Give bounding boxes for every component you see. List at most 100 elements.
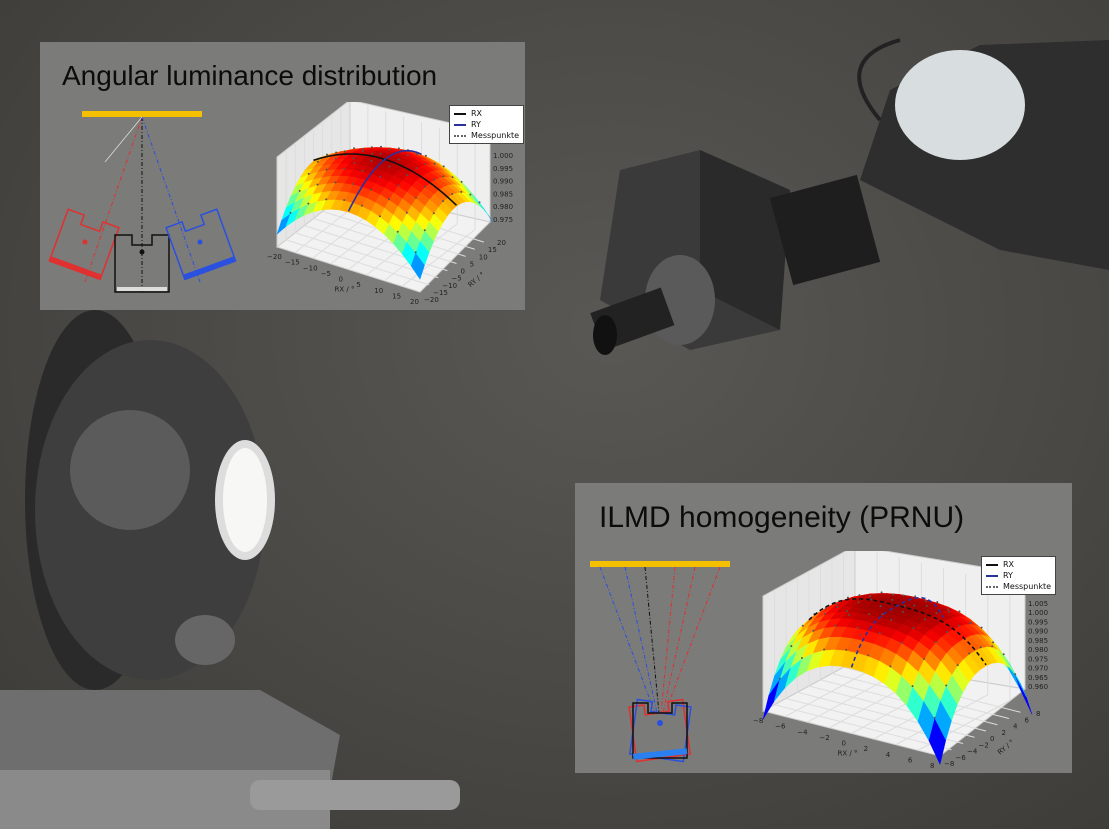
measurement-point [397,158,400,161]
legend: RX RY Messpunkte [981,556,1057,595]
measurement-point [460,190,463,193]
z-tick-label: 1.000 [1028,609,1048,617]
measurement-point [901,610,904,613]
stage [0,690,460,829]
measurement-point [370,159,373,162]
measurement-point [380,145,382,148]
z-tick-label: 0.975 [1028,655,1048,663]
measurement-point [903,604,906,607]
measurement-point [945,684,948,687]
measurement-point [912,627,915,630]
z-tick-label: 0.970 [1028,665,1048,673]
measurement-point [946,631,949,634]
integrating-sphere [25,310,275,690]
x-tick-label: −10 [303,264,318,272]
legend: RX RY Messpunkte [449,105,525,144]
y-tick-label: 5 [470,260,474,268]
panel-title: ILMD homogeneity (PRNU) [599,501,965,534]
homogeneity-schematic [590,561,730,763]
measurement-point [925,605,928,608]
camera-rotated-right [165,208,237,281]
measurement-point [778,677,781,680]
measurement-point [334,157,337,160]
measurement-point [414,251,417,254]
y-axis-label: RY / ° [467,271,487,289]
measurement-point [936,601,939,604]
measurement-point [343,167,346,170]
x-tick-label: 0 [842,740,846,748]
measurement-point [388,165,391,168]
measurement-point [957,624,960,627]
y-tick-label: 15 [488,246,497,254]
legend-item-ry: RY [986,570,1051,581]
measurement-point [790,645,793,648]
z-tick-label: 0.995 [1028,618,1048,626]
camera-stack [628,698,692,763]
measurement-point [856,626,859,629]
measurement-point [823,648,826,651]
measurement-point [880,591,883,594]
measurement-point [913,604,916,607]
measurement-point [379,175,382,178]
measurement-point [946,608,949,611]
measurement-point [415,196,417,199]
measurement-point [397,147,400,150]
measurement-point [362,148,365,151]
measurement-point [889,665,892,668]
x-tick-label: 4 [886,751,891,759]
measurement-point [442,175,445,178]
measurement-point [823,612,826,615]
y-tick-label: −2 [979,741,989,749]
legend-item-messpunkte: Messpunkte [986,581,1051,592]
y-tick-label: −6 [956,754,967,762]
measurement-point [900,641,903,644]
measurement-point [334,181,337,184]
measurement-point [361,169,364,172]
measurement-point [836,606,839,609]
measurement-point [923,618,926,621]
camera-rotated-left [48,208,120,281]
z-tick-label: 0.990 [493,178,513,186]
measurement-point [890,618,893,621]
x-tick-label: 20 [410,298,419,306]
measurement-point [845,648,848,651]
measurement-point [891,598,894,601]
measurement-point [335,151,338,154]
measurement-point [415,166,418,169]
measurement-point [800,656,803,659]
x-tick-label: −6 [775,723,786,731]
measurement-point [834,624,837,627]
x-tick-label: 6 [908,756,913,764]
measurement-point [878,632,881,635]
z-tick-label: 1.005 [1028,600,1048,608]
measurement-point [460,180,463,183]
ilmd-homogeneity-panel: ILMD homogeneity (PRNU) −8 −6 −4 −2 0 2 4 6 8 −8−… [575,483,1072,773]
z-tick-label: 0.995 [493,165,513,173]
camera-on-robot-arm [590,38,1109,355]
measurement-point [478,201,481,204]
measurement-point [958,610,961,613]
measurement-point [992,641,995,644]
measurement-point [307,172,310,175]
measurement-point [388,198,390,201]
measurement-point [396,230,399,233]
y-tick-label: 4 [1013,723,1018,731]
y-tick-label: 0 [461,268,465,276]
measurement-point [869,595,872,598]
measurement-point [442,200,444,203]
angular-schematic [48,111,237,293]
measurement-point [835,602,838,605]
measurement-point [325,198,328,201]
legend-item-rx: RX [454,108,519,119]
y-tick-label: 0 [990,735,994,743]
measurement-point [406,174,409,177]
z-tick-label: 1.000 [493,152,513,160]
measurement-point [869,598,872,601]
x-tick-label: 15 [392,292,401,300]
measurement-point [424,185,427,188]
light-source-bar [590,561,730,567]
measurement-point [867,654,870,657]
measurement-point [397,184,400,187]
measurement-point [361,150,364,153]
measurement-point [859,633,862,636]
